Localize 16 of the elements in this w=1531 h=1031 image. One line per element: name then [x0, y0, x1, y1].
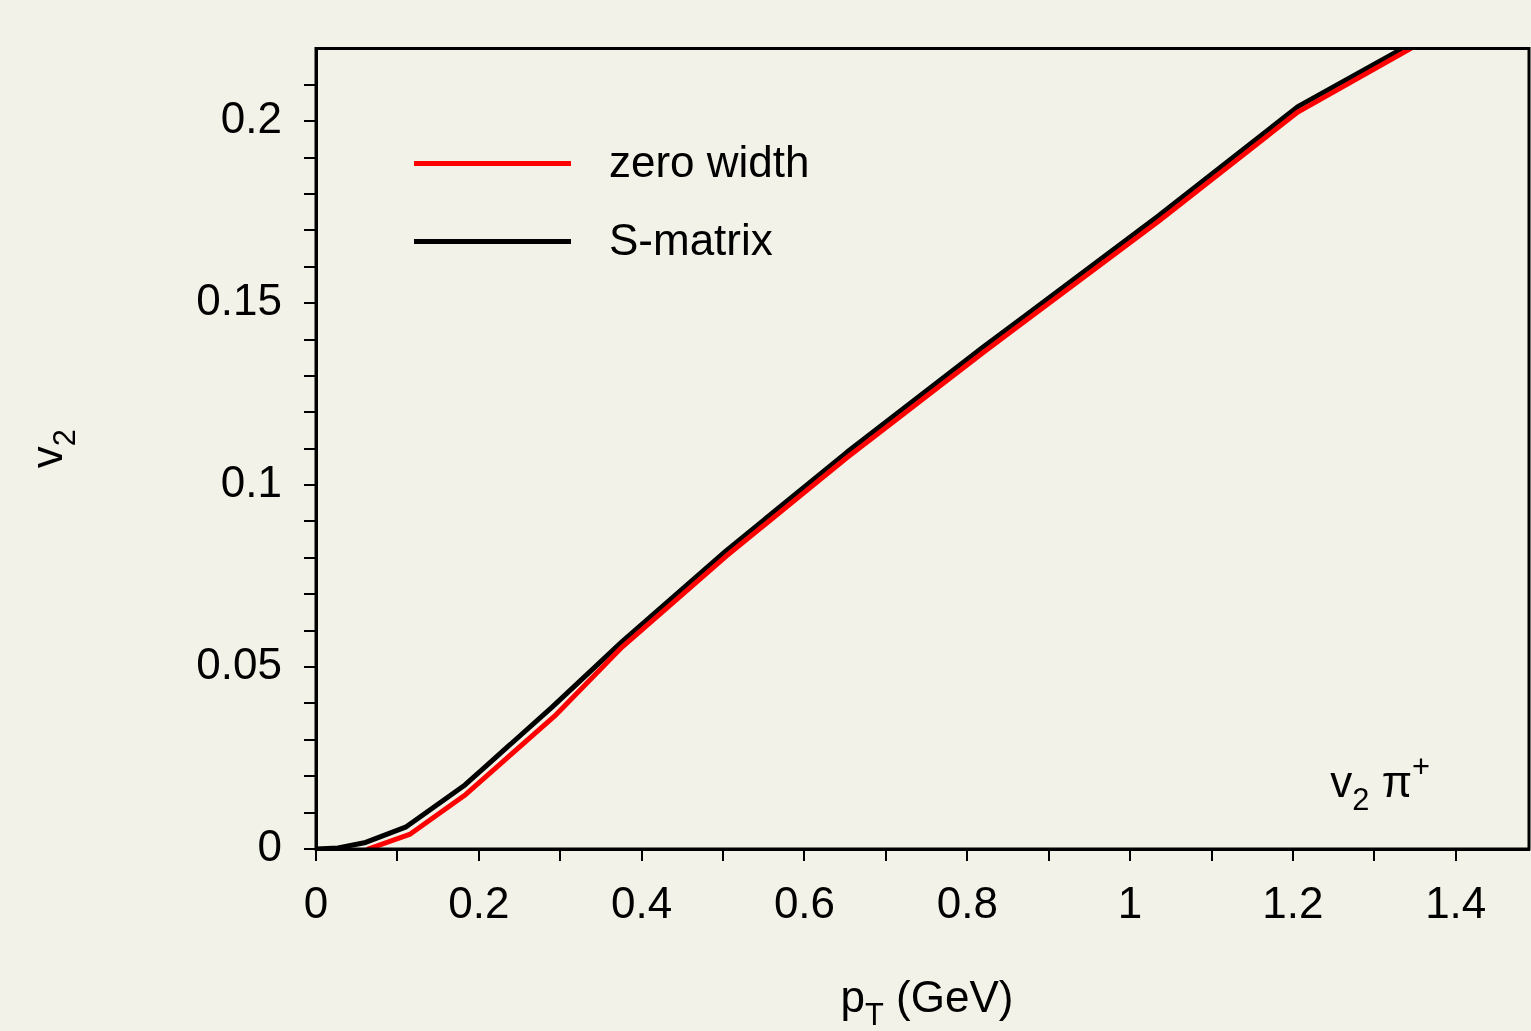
- x-tick-label: 1.4: [1425, 877, 1487, 927]
- x-tick-label: 1: [1117, 877, 1143, 927]
- y-tick-label: 0: [257, 821, 282, 871]
- legend-label: S-matrix: [609, 214, 773, 264]
- y-tick-label: 0.1: [220, 457, 282, 507]
- x-tick-label: 0: [303, 877, 329, 927]
- x-tick-label: 1.2: [1262, 877, 1324, 927]
- x-tick-label: 0.4: [611, 877, 673, 927]
- y-axis-title: v2: [22, 429, 83, 469]
- x-tick-label: 0.2: [448, 877, 510, 927]
- x-tick-label: 0.6: [773, 877, 836, 927]
- y-tick-label: 0.05: [196, 639, 282, 689]
- y-tick-label: 0.2: [220, 93, 282, 143]
- legend-label: zero width: [609, 136, 810, 186]
- x-tick-label: 0.8: [936, 877, 998, 927]
- y-tick-label: 0.15: [196, 275, 282, 325]
